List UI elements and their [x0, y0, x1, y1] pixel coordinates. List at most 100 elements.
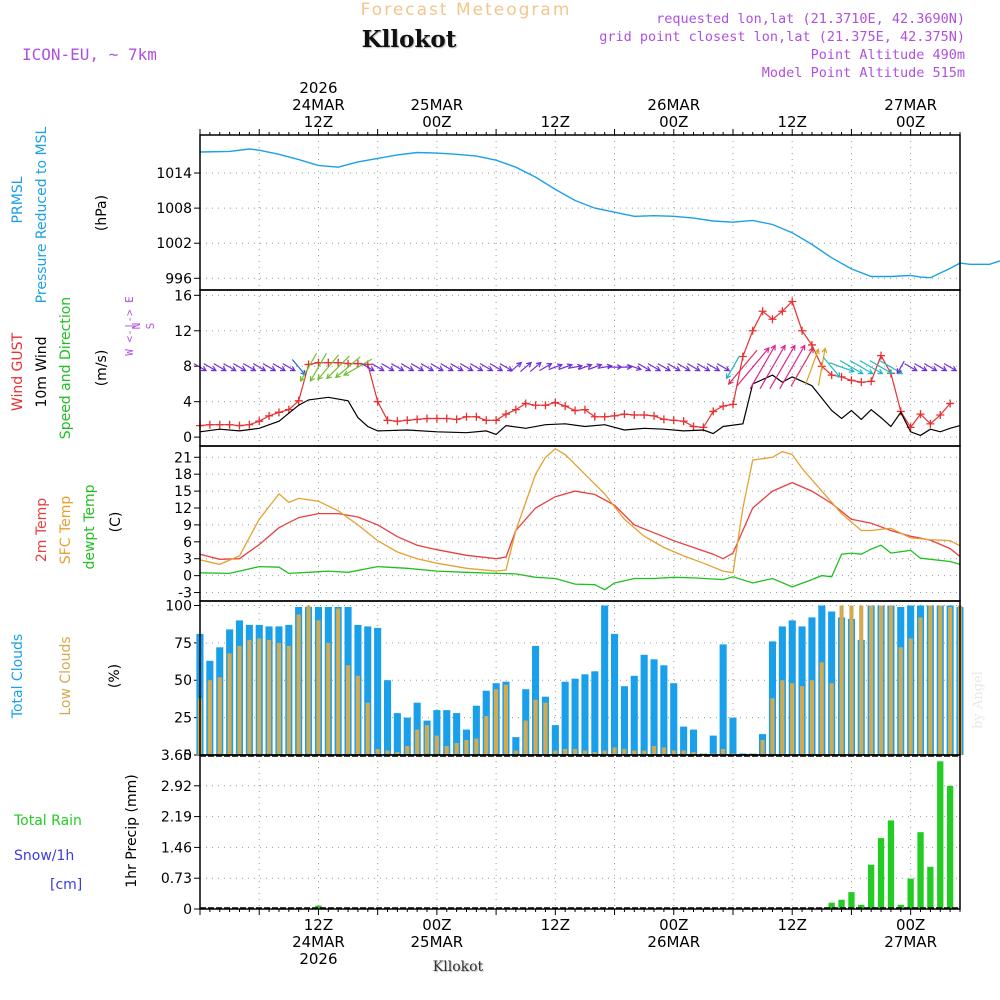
- gust-marker: [561, 402, 570, 411]
- panel-wind-ytick-label: 16: [174, 288, 192, 304]
- gust-marker: [482, 416, 491, 425]
- top-time-label: 00Z: [896, 113, 925, 131]
- low-clouds-bar: [790, 683, 795, 755]
- low-clouds-bar: [908, 638, 913, 755]
- low-clouds-bar: [642, 750, 647, 755]
- wind-direction-arrow: [568, 363, 584, 370]
- low-clouds-bar: [415, 729, 420, 755]
- bottom-time-label: 00Z: [422, 916, 451, 934]
- low-clouds-bar: [375, 749, 380, 755]
- panel-precip-ytick-label: 0.73: [161, 871, 192, 887]
- wind-direction-arrow: [904, 363, 918, 372]
- low-clouds-bar: [573, 749, 578, 755]
- gust-marker: [936, 410, 945, 419]
- total-clouds-bar: [571, 678, 579, 755]
- low-clouds-bar: [276, 642, 281, 755]
- total-clouds-bar: [729, 717, 737, 755]
- gust-marker: [600, 412, 609, 421]
- gust-marker: [462, 412, 471, 421]
- low-clouds-bar: [879, 605, 884, 755]
- total-clouds-bar: [374, 627, 382, 755]
- low-clouds-bar: [286, 645, 291, 755]
- low-clouds-bar: [918, 617, 923, 755]
- rain-bar: [838, 899, 845, 909]
- low-clouds-bar: [424, 725, 429, 755]
- total-clouds-bar: [393, 713, 401, 755]
- low-clouds-bar: [533, 699, 538, 755]
- wind-direction-arrow: [529, 361, 542, 373]
- panel-temperature-ytick-label: 0: [183, 569, 192, 585]
- wind-direction-arrow: [272, 363, 287, 372]
- wind-direction-arrow: [213, 363, 227, 372]
- total-clouds-bar: [472, 705, 480, 755]
- top-time-label: 24MAR: [292, 96, 345, 114]
- gust-marker: [521, 399, 530, 408]
- wind-direction-arrow: [749, 344, 776, 390]
- panel-precip-ytick-label: 2.92: [161, 779, 192, 795]
- rain-bar: [947, 785, 954, 909]
- temp-2m-line: [199, 481, 961, 560]
- panel-clouds-ytick-label: 75: [174, 636, 192, 652]
- low-clouds-bar: [563, 749, 568, 755]
- panel-temperature-ytick-label: 15: [174, 484, 192, 500]
- clouds-side-label-total: Total Clouds: [10, 634, 26, 719]
- precip-unit-label: 1hr Precip (mm): [124, 774, 140, 887]
- low-clouds-bar: [849, 605, 854, 755]
- low-clouds-bar: [227, 653, 232, 755]
- gust-marker: [442, 414, 451, 423]
- clouds-side-label-low: Low Clouds: [58, 636, 74, 715]
- wind-side-label-10m: 10m Wind: [34, 336, 50, 407]
- low-clouds-bar: [434, 735, 439, 755]
- low-clouds-bar: [582, 750, 587, 755]
- low-clouds-bar: [444, 746, 449, 755]
- panel-pressure-ytick-label: 1002: [156, 236, 192, 252]
- low-clouds-bar: [395, 752, 400, 755]
- wind-direction-arrow: [859, 360, 884, 375]
- temp-dewpt-line: [199, 544, 961, 591]
- low-clouds-bar: [296, 614, 301, 755]
- model-label: ICON-EU, ~ 7km: [22, 45, 157, 64]
- low-clouds-bar: [938, 605, 943, 755]
- total-clouds-bar: [640, 654, 648, 755]
- wind-direction-arrow: [203, 363, 217, 372]
- gust-marker: [807, 340, 816, 349]
- wind-direction-arrow: [450, 363, 464, 372]
- panel-wind-ytick-label: 0: [183, 430, 192, 446]
- gust-marker: [669, 416, 678, 425]
- wind-speed-line: [199, 374, 961, 437]
- wind-direction-arrow: [400, 363, 415, 372]
- wind-direction-arrow: [839, 360, 864, 375]
- low-clouds-bar: [267, 639, 272, 755]
- wind-direction-arrow: [677, 363, 691, 372]
- gust-marker: [798, 326, 807, 335]
- temp-sfc-line: [199, 448, 961, 574]
- wind-direction-arrow: [410, 363, 425, 372]
- temp-side-label-dewpt: dewpt Temp: [82, 484, 98, 569]
- gust-marker: [689, 422, 698, 431]
- gust-marker: [551, 398, 560, 407]
- wind-direction-arrow: [716, 363, 731, 372]
- total-clouds-bar: [620, 686, 628, 755]
- wind-direction-arrow: [627, 364, 643, 371]
- model-altitude: Model Point Altitude 515m: [762, 65, 965, 81]
- wind-direction-arrow: [597, 363, 613, 370]
- wind-direction-arrow: [804, 348, 820, 386]
- total-clouds-bar: [719, 644, 727, 755]
- total-clouds-bar: [670, 683, 678, 755]
- wind-direction-arrow: [647, 363, 662, 372]
- wind-side-label-direction: Speed and Direction: [58, 297, 74, 439]
- top-time-label: 26MAR: [647, 96, 700, 114]
- wind-direction-arrow: [282, 363, 296, 372]
- gust-marker: [857, 378, 866, 387]
- wind-direction-arrow: [510, 361, 523, 373]
- gust-marker: [916, 410, 925, 419]
- gust-marker: [610, 411, 619, 420]
- low-clouds-bar: [839, 605, 844, 755]
- gust-marker: [541, 401, 550, 410]
- rain-bar: [907, 878, 914, 909]
- gust-marker: [205, 420, 214, 429]
- wind-direction-arrow: [657, 363, 672, 372]
- wind-side-label-gust: Wind GUST: [10, 332, 26, 411]
- low-clouds-bar: [385, 750, 390, 755]
- bottom-time-label: 12Z: [778, 916, 807, 934]
